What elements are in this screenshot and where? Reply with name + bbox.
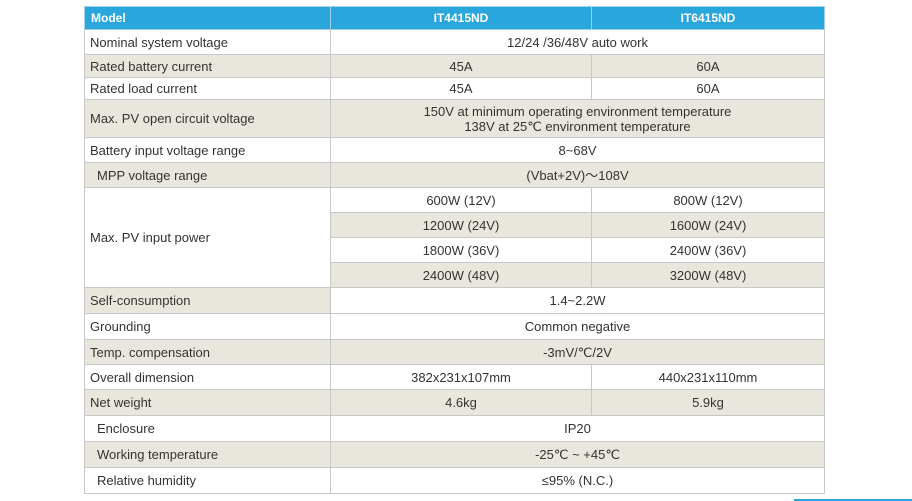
row-label: Working temperature	[84, 441, 331, 468]
row-value: 800W (12V)	[591, 187, 825, 213]
row-value: 1.4~2.2W	[330, 287, 825, 314]
row-value: 150V at minimum operating environment te…	[330, 99, 825, 138]
model-name: IT6415ND	[591, 6, 825, 30]
row-label: Battery input voltage range	[84, 137, 331, 163]
row-value: 3200W (48V)	[591, 262, 825, 288]
row-value: -25℃ ~ +45℃	[330, 441, 825, 468]
table-row: 1200W (24V) 1600W (24V)	[85, 212, 825, 238]
row-label: Max. PV input power	[84, 187, 331, 288]
row-label: Net weight	[84, 389, 331, 416]
table-row: Rated load current 45A 60A	[84, 77, 825, 100]
row-value: IP20	[330, 415, 825, 442]
row-value: 2400W (36V)	[591, 237, 825, 263]
table-row: Nominal system voltage 12/24 /36/48V aut…	[84, 29, 825, 55]
row-value: 60A	[591, 77, 825, 100]
row-value: -3mV/℃/2V	[330, 339, 825, 365]
model-header: Model	[84, 6, 331, 30]
row-value: 4.6kg	[330, 389, 592, 416]
row-label: Rated battery current	[84, 54, 331, 78]
row-label: Grounding	[84, 313, 331, 340]
row-label: Enclosure	[84, 415, 331, 442]
row-value: 12/24 /36/48V auto work	[330, 29, 825, 55]
row-value: Common negative	[330, 313, 825, 340]
row-value: 45A	[330, 77, 592, 100]
row-label: Max. PV open circuit voltage	[84, 99, 331, 138]
row-value: 1200W (24V)	[330, 212, 592, 238]
row-value: 2400W (48V)	[330, 262, 592, 288]
table-row: Overall dimension 382x231x107mm 440x231x…	[84, 364, 825, 390]
row-value: ≤95% (N.C.)	[330, 467, 825, 494]
table-row: Battery input voltage range 8~68V	[84, 137, 825, 163]
table-row: Max. PV input power 600W (12V) 800W (12V…	[84, 187, 825, 288]
table-row: Self-consumption 1.4~2.2W	[84, 287, 825, 314]
table-row: 2400W (48V) 3200W (48V)	[85, 262, 825, 288]
row-label: Relative humidity	[84, 467, 331, 494]
row-label: MPP voltage range	[84, 162, 331, 188]
spec-table: Model IT4415ND IT6415ND Nominal system v…	[84, 6, 825, 494]
row-value: 5.9kg	[591, 389, 825, 416]
header-row: Model IT4415ND IT6415ND	[84, 6, 825, 30]
model-name: IT4415ND	[330, 6, 592, 30]
table-row: Grounding Common negative	[84, 313, 825, 340]
row-value: 8~68V	[330, 137, 825, 163]
row-value: 440x231x110mm	[591, 364, 825, 390]
table-row: Relative humidity ≤95% (N.C.)	[84, 467, 825, 494]
table-row: Working temperature -25℃ ~ +45℃	[84, 441, 825, 468]
table-row: Enclosure IP20	[84, 415, 825, 442]
row-label: Nominal system voltage	[84, 29, 331, 55]
value-line: 150V at minimum operating environment te…	[423, 103, 732, 119]
footer-accent-bar	[794, 499, 912, 501]
row-value: (Vbat+2V)～108V	[330, 162, 825, 188]
row-value: 60A	[591, 54, 825, 78]
row-label: Self-consumption	[84, 287, 331, 314]
table-row: MPP voltage range (Vbat+2V)～108V	[84, 162, 825, 188]
row-value: 1800W (36V)	[330, 237, 592, 263]
row-label: Overall dimension	[84, 364, 331, 390]
row-value: 45A	[330, 54, 592, 78]
row-value: 1600W (24V)	[591, 212, 825, 238]
table-row: Max. PV open circuit voltage 150V at min…	[84, 99, 825, 138]
row-label: Temp. compensation	[84, 339, 331, 365]
value-line: 138V at 25℃ environment temperature	[464, 118, 691, 134]
row-value: 600W (12V)	[330, 187, 592, 213]
row-label: Rated load current	[84, 77, 331, 100]
table-row: Net weight 4.6kg 5.9kg	[84, 389, 825, 416]
table-row: Rated battery current 45A 60A	[84, 54, 825, 78]
table-row: Temp. compensation -3mV/℃/2V	[84, 339, 825, 365]
row-value: 382x231x107mm	[330, 364, 592, 390]
